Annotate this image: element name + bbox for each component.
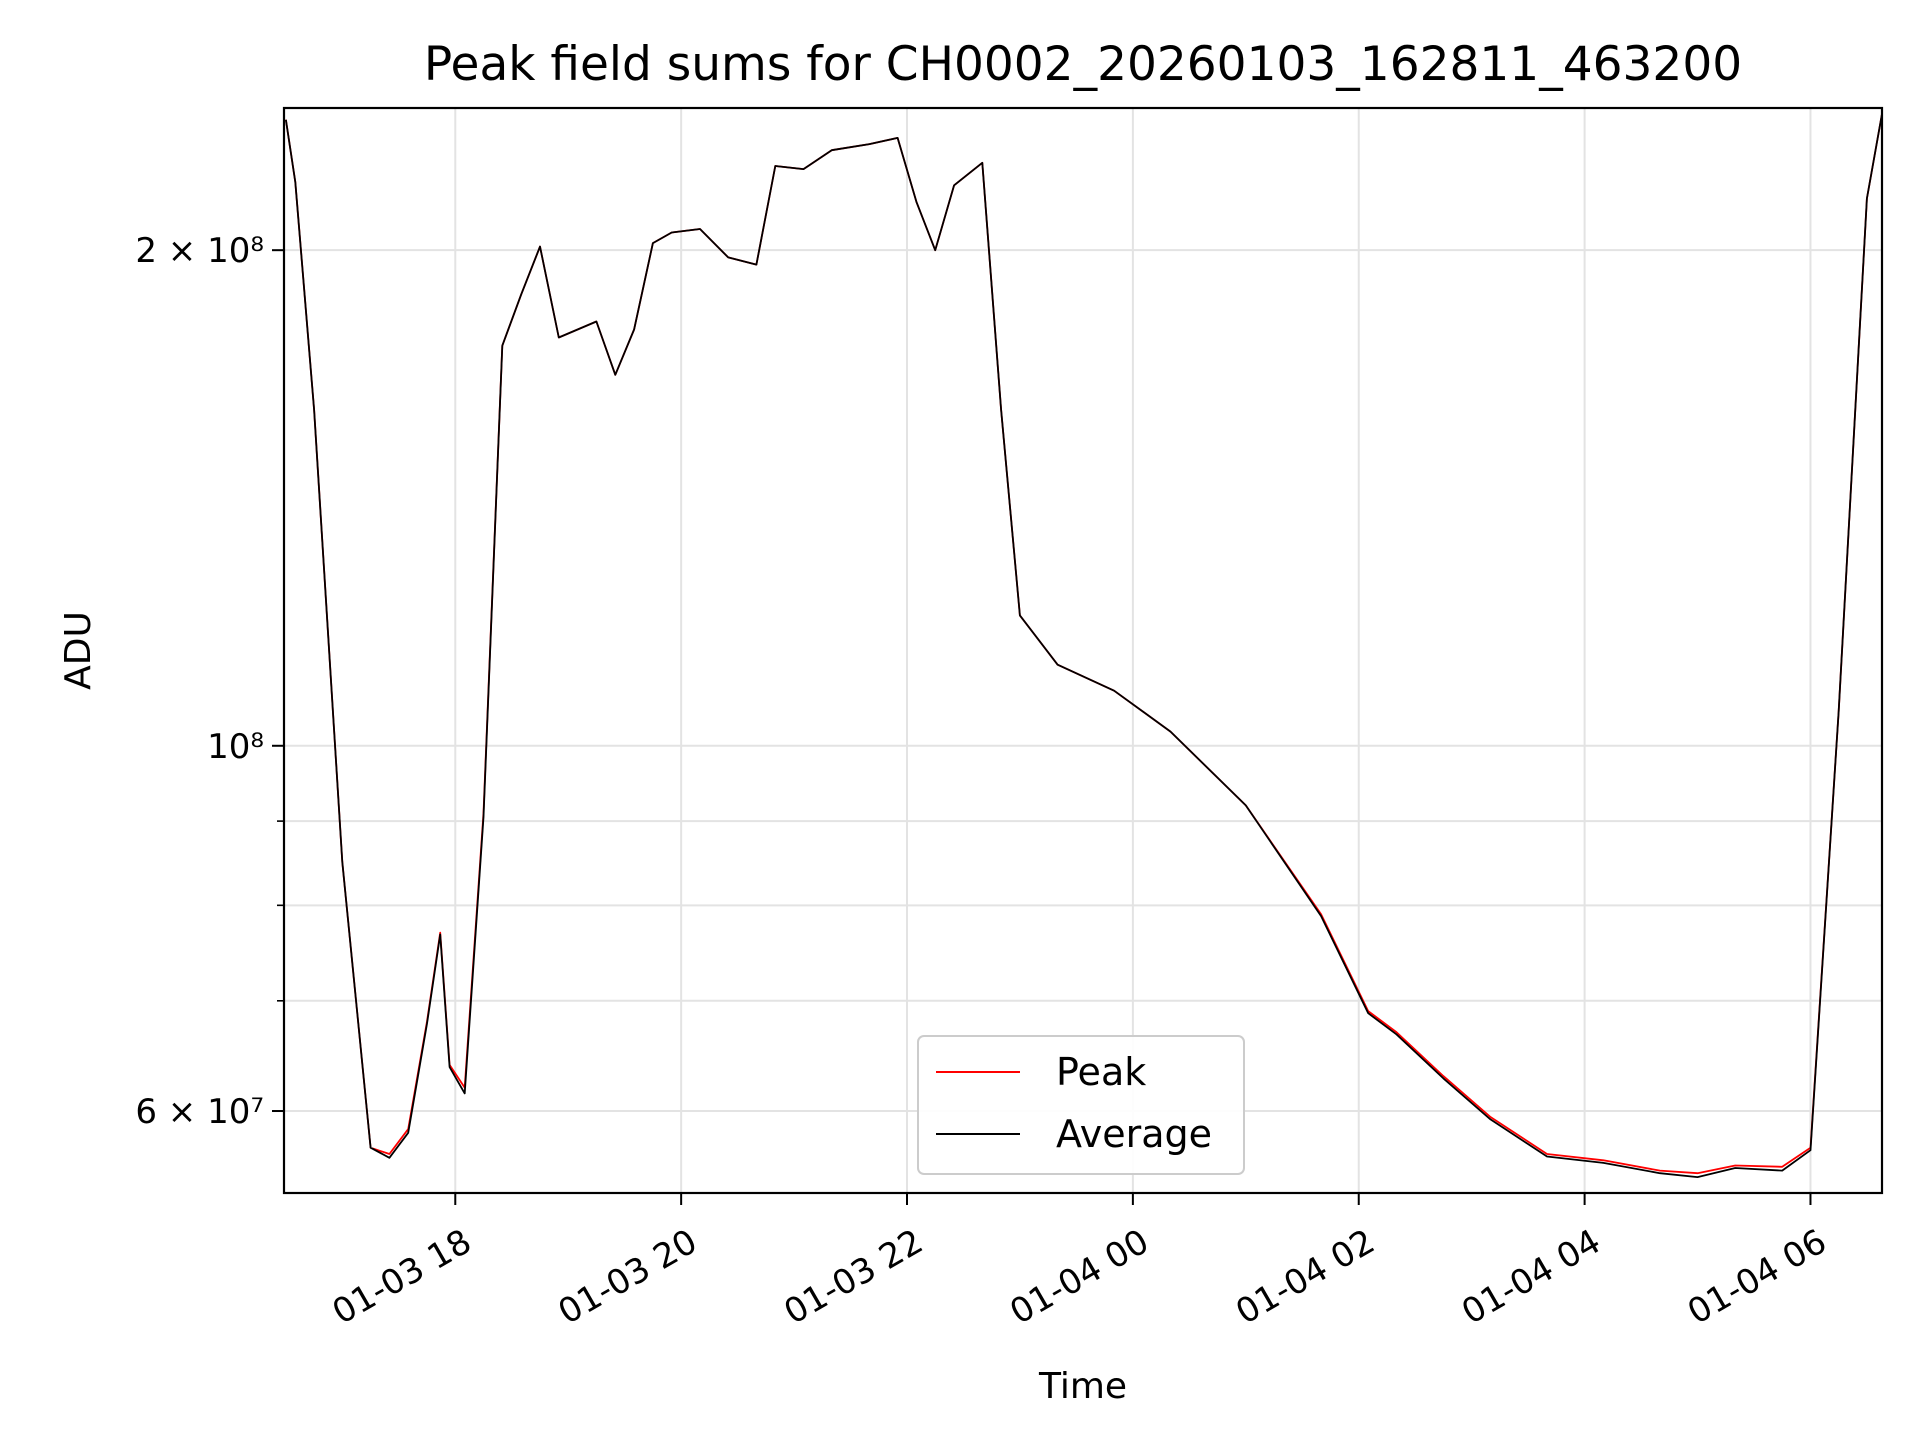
y-tick-label: 6 × 10⁷ — [135, 1092, 264, 1132]
legend-box — [917, 1035, 1245, 1175]
grid-layer — [284, 108, 1882, 1193]
plot-lines — [285, 113, 1882, 1178]
plot-frame — [282, 106, 1884, 1195]
x-tick-label: 01-03 18 — [326, 1222, 478, 1333]
x-tick-label: 01-04 02 — [1229, 1222, 1381, 1333]
series-line-average — [285, 113, 1882, 1178]
legend-label-peak: Peak — [1056, 1050, 1146, 1094]
x-tick-label: 01-03 22 — [778, 1222, 930, 1333]
x-axis-label: Time — [1038, 1366, 1127, 1407]
y-tick-label: 2 × 10⁸ — [135, 231, 264, 271]
y-axis-label: ADU — [58, 611, 99, 690]
legend: Peak Average — [917, 1035, 1245, 1175]
y-tick-label: 10⁸ — [207, 727, 264, 767]
x-tick-label: 01-04 00 — [1003, 1222, 1155, 1333]
x-tick-label: 01-04 06 — [1681, 1222, 1833, 1333]
series-line-peak — [285, 113, 1882, 1175]
x-tick-label: 01-04 04 — [1455, 1222, 1607, 1333]
legend-label-average: Average — [1056, 1112, 1212, 1156]
x-tick-label: 01-03 20 — [552, 1222, 704, 1333]
chart-title: Peak field sums for CH0002_20260103_1628… — [424, 37, 1742, 92]
